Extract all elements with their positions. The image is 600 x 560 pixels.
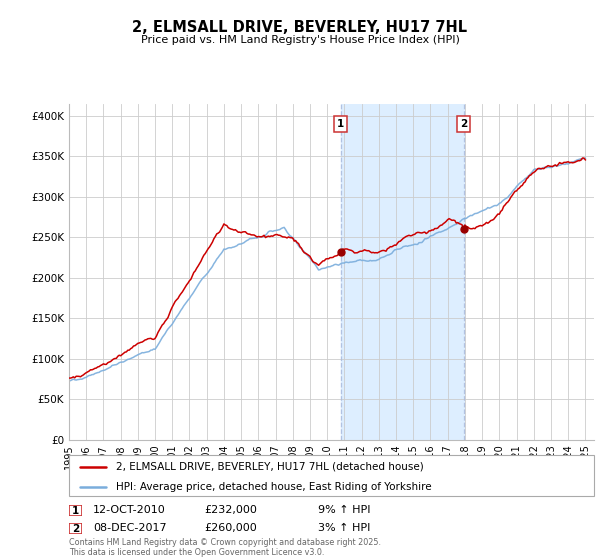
Text: 2: 2 bbox=[460, 119, 467, 129]
Text: Contains HM Land Registry data © Crown copyright and database right 2025.
This d: Contains HM Land Registry data © Crown c… bbox=[69, 538, 381, 557]
Text: 08-DEC-2017: 08-DEC-2017 bbox=[93, 522, 167, 533]
Text: Price paid vs. HM Land Registry's House Price Index (HPI): Price paid vs. HM Land Registry's House … bbox=[140, 35, 460, 45]
Text: 12-OCT-2010: 12-OCT-2010 bbox=[93, 505, 166, 515]
Text: 2, ELMSALL DRIVE, BEVERLEY, HU17 7HL (detached house): 2, ELMSALL DRIVE, BEVERLEY, HU17 7HL (de… bbox=[116, 461, 424, 472]
Text: 3% ↑ HPI: 3% ↑ HPI bbox=[318, 522, 370, 533]
Text: 1: 1 bbox=[337, 119, 344, 129]
Text: 2: 2 bbox=[72, 524, 79, 534]
Text: 9% ↑ HPI: 9% ↑ HPI bbox=[318, 505, 371, 515]
Bar bbox=[341, 104, 464, 440]
Text: 2, ELMSALL DRIVE, BEVERLEY, HU17 7HL: 2, ELMSALL DRIVE, BEVERLEY, HU17 7HL bbox=[133, 21, 467, 35]
Text: HPI: Average price, detached house, East Riding of Yorkshire: HPI: Average price, detached house, East… bbox=[116, 482, 432, 492]
FancyBboxPatch shape bbox=[69, 523, 82, 534]
Text: £232,000: £232,000 bbox=[204, 505, 257, 515]
Text: £260,000: £260,000 bbox=[204, 522, 257, 533]
FancyBboxPatch shape bbox=[69, 505, 82, 516]
Text: 1: 1 bbox=[72, 506, 79, 516]
